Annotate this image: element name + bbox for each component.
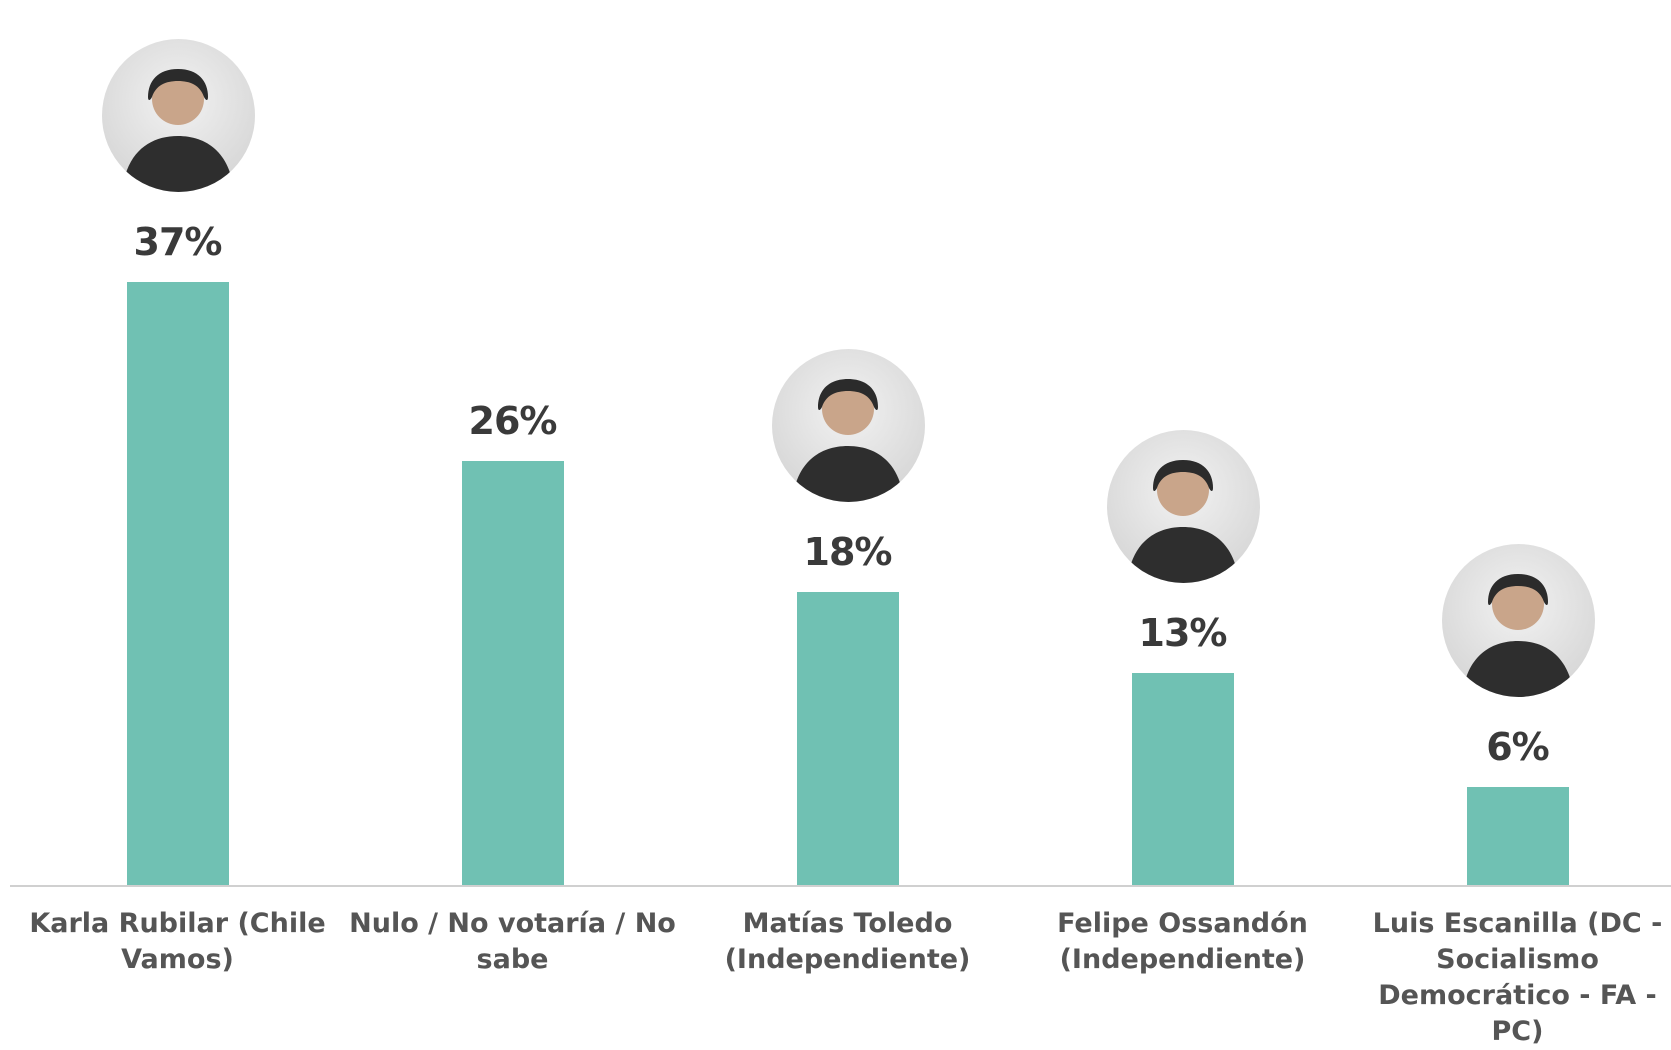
value-label: 13% xyxy=(1138,611,1228,656)
category-label: Matías Toledo (Independiente) xyxy=(724,908,971,975)
category-label: Luis Escanilla (DC - Socialismo Democrát… xyxy=(1372,908,1663,1047)
value-label: 37% xyxy=(133,219,223,264)
axis-line xyxy=(10,885,1671,887)
avatar xyxy=(1106,430,1260,584)
value-label: 6% xyxy=(1486,725,1550,770)
bar xyxy=(1131,673,1234,885)
bar xyxy=(1466,787,1569,885)
avatar xyxy=(1441,544,1595,698)
category-label: Nulo / No votaría / No sabe xyxy=(349,908,676,975)
avatar xyxy=(771,348,925,502)
value-label: 18% xyxy=(803,529,893,574)
category-label: Karla Rubilar (Chile Vamos) xyxy=(29,908,326,975)
avatar xyxy=(101,38,255,192)
category-label: Felipe Ossandón (Independiente) xyxy=(1057,908,1308,975)
bar xyxy=(126,281,229,885)
bar xyxy=(461,461,564,885)
value-label: 26% xyxy=(468,399,558,444)
bar xyxy=(796,591,899,885)
